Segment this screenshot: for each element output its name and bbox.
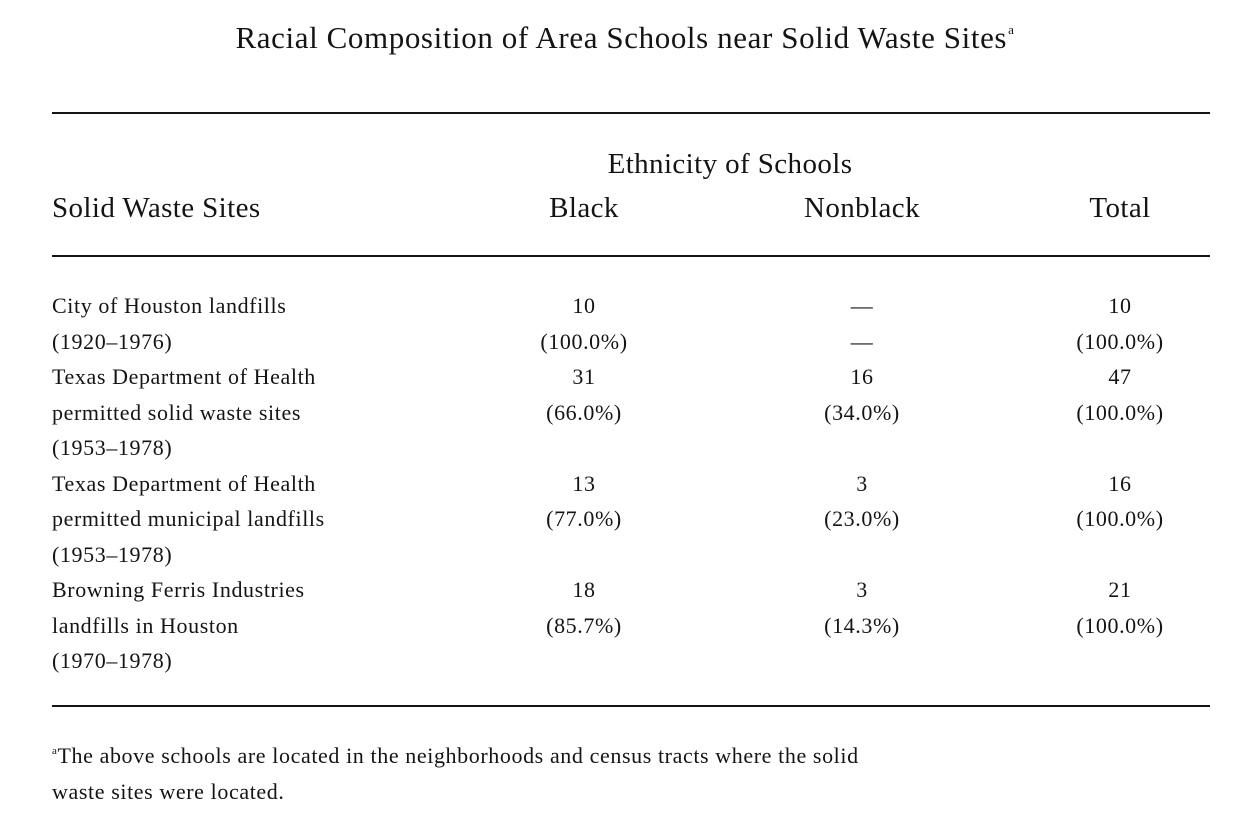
bottom-rule <box>52 705 1210 707</box>
footnote-text: The above schools are located in the nei… <box>57 743 859 768</box>
black-count: 13 <box>572 470 596 496</box>
footnote-mark: a <box>52 745 58 757</box>
nonblack-percent: (23.0%) <box>824 506 900 531</box>
footnote-line: aThe above schools are located in the ne… <box>52 733 1212 774</box>
black-count: 18 <box>572 577 596 602</box>
site-name-line: (1970–1978) <box>52 648 173 673</box>
site-name-line: (1953–1978) <box>52 541 173 567</box>
site-name-line: Browning Ferris Industries <box>52 577 305 602</box>
site-name-line: permitted solid waste sites <box>52 399 301 425</box>
column-group-header: Ethnicity of Schools <box>607 148 853 180</box>
footnote: aThe above schools are located in the ne… <box>52 733 1212 810</box>
footnote-line: waste sites were located. <box>52 779 285 804</box>
title-footnote-mark: a <box>1008 22 1015 37</box>
black-percent: (100.0%) <box>540 328 628 354</box>
table-title: Racial Composition of Area Schools near … <box>0 20 1250 56</box>
black-percent: (77.0%) <box>546 506 622 531</box>
site-name-line: Texas Department of Health <box>52 364 316 389</box>
total-count: 10 <box>1108 293 1132 318</box>
header-nonblack: Nonblack <box>804 192 920 224</box>
table-row: Browning Ferris Industries 18 3 21 landf… <box>52 572 1210 679</box>
total-percent: (100.0%) <box>1076 506 1164 531</box>
top-rule <box>52 112 1210 114</box>
total-count: 16 <box>1108 470 1132 496</box>
black-count: 10 <box>572 293 596 318</box>
nonblack-percent: — <box>850 328 874 354</box>
table-row: Texas Department of Health 13 3 16 permi… <box>52 466 1210 573</box>
site-name-line: (1920–1976) <box>52 328 173 354</box>
site-name-line: City of Houston landfills <box>52 293 287 318</box>
site-name-line: Texas Department of Health <box>52 470 316 496</box>
table-body: City of Houston landfills 10 — 10 (1920–… <box>52 288 1210 679</box>
nonblack-count: 3 <box>856 577 868 602</box>
header-black: Black <box>549 192 619 224</box>
header-rule <box>52 255 1210 257</box>
total-count: 47 <box>1108 364 1132 389</box>
total-percent: (100.0%) <box>1076 328 1164 354</box>
black-percent: (66.0%) <box>546 399 622 425</box>
black-count: 31 <box>572 364 596 389</box>
site-name-line: (1953–1978) <box>52 435 173 460</box>
nonblack-count: — <box>850 293 874 318</box>
table-row: Texas Department of Health 31 16 47 perm… <box>52 359 1210 466</box>
nonblack-percent: (14.3%) <box>824 612 900 638</box>
total-percent: (100.0%) <box>1076 612 1164 638</box>
table-row: City of Houston landfills 10 — 10 (1920–… <box>52 288 1210 359</box>
total-count: 21 <box>1108 577 1132 602</box>
nonblack-count: 16 <box>850 364 874 389</box>
total-percent: (100.0%) <box>1076 399 1164 425</box>
nonblack-percent: (34.0%) <box>824 399 900 425</box>
site-name-line: permitted municipal landfills <box>52 506 325 531</box>
nonblack-count: 3 <box>856 470 868 496</box>
header-solid-waste-sites: Solid Waste Sites <box>52 192 261 224</box>
black-percent: (85.7%) <box>546 612 622 638</box>
site-name-line: landfills in Houston <box>52 612 239 638</box>
header-total: Total <box>1089 192 1151 224</box>
table-title-text: Racial Composition of Area Schools near … <box>235 20 1008 55</box>
